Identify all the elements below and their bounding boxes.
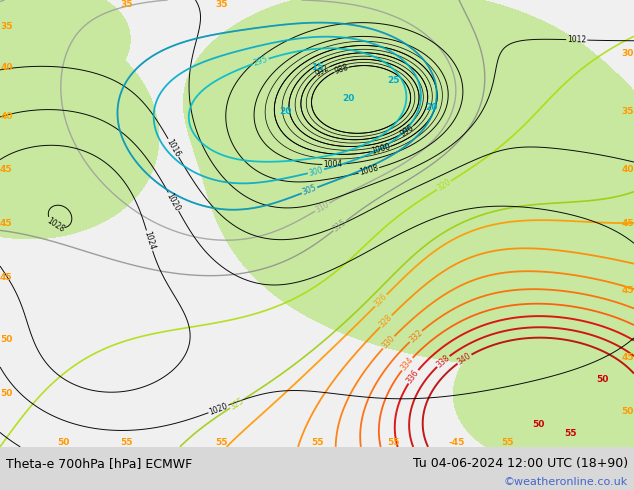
Text: 35: 35	[216, 0, 228, 9]
Text: 992: 992	[314, 63, 331, 78]
Text: 332: 332	[408, 328, 424, 344]
Text: 40: 40	[0, 63, 13, 72]
Text: 300: 300	[307, 165, 324, 177]
Text: 320: 320	[436, 178, 453, 193]
Text: 45: 45	[0, 165, 13, 174]
Text: 315: 315	[332, 218, 349, 234]
Text: 340: 340	[456, 351, 473, 367]
Text: 336: 336	[405, 368, 421, 385]
Text: 55: 55	[501, 438, 514, 447]
Text: 45: 45	[0, 219, 13, 228]
Text: 1024: 1024	[143, 230, 157, 251]
Text: 40: 40	[0, 112, 13, 121]
Text: 305: 305	[301, 183, 318, 197]
Text: 50: 50	[0, 335, 13, 344]
Text: 1020: 1020	[208, 401, 229, 416]
Text: 55: 55	[120, 438, 133, 447]
Text: 1028: 1028	[44, 216, 65, 234]
Text: 325: 325	[228, 396, 245, 411]
Text: 35: 35	[0, 23, 13, 31]
Text: 55: 55	[216, 438, 228, 447]
Text: 45: 45	[0, 272, 13, 282]
Text: 25: 25	[387, 76, 399, 85]
Text: 295: 295	[252, 54, 269, 68]
Text: 1020: 1020	[165, 191, 182, 212]
Text: 20: 20	[279, 107, 292, 116]
Text: 45: 45	[621, 219, 634, 228]
Text: 996: 996	[399, 122, 416, 138]
Text: 20: 20	[425, 103, 437, 112]
Text: 30: 30	[621, 49, 634, 58]
Text: 334: 334	[399, 356, 415, 372]
Text: 330: 330	[380, 334, 397, 351]
Text: 305: 305	[301, 183, 318, 197]
Text: 1004: 1004	[323, 160, 343, 169]
Text: -45: -45	[448, 438, 465, 447]
Text: 1008: 1008	[358, 164, 379, 177]
Text: Theta-e 700hPa [hPa] ECMWF: Theta-e 700hPa [hPa] ECMWF	[6, 457, 193, 470]
Text: 50: 50	[57, 438, 70, 447]
Text: 50: 50	[621, 407, 634, 416]
Text: 988: 988	[333, 63, 350, 76]
Text: ©weatheronline.co.uk: ©weatheronline.co.uk	[503, 477, 628, 487]
Text: 338: 338	[435, 353, 451, 369]
Text: 50: 50	[596, 375, 609, 384]
Text: Tu 04-06-2024 12:00 UTC (18+90): Tu 04-06-2024 12:00 UTC (18+90)	[413, 457, 628, 470]
Text: 1000: 1000	[370, 143, 391, 156]
Text: 15: 15	[311, 63, 323, 72]
Text: 45: 45	[621, 353, 634, 362]
Text: 55: 55	[387, 438, 399, 447]
Text: 35: 35	[621, 107, 634, 116]
Text: 50: 50	[0, 389, 13, 398]
Text: 310: 310	[314, 199, 331, 215]
Text: 1016: 1016	[165, 137, 182, 159]
Text: 326: 326	[373, 292, 389, 309]
Text: 1012: 1012	[567, 35, 586, 45]
Text: 55: 55	[311, 438, 323, 447]
Text: 328: 328	[378, 313, 394, 329]
Text: 45: 45	[621, 286, 634, 295]
Text: 20: 20	[342, 94, 355, 103]
Text: 50: 50	[533, 420, 545, 429]
Text: 40: 40	[621, 165, 634, 174]
Text: 35: 35	[120, 0, 133, 9]
Text: 55: 55	[564, 429, 577, 438]
